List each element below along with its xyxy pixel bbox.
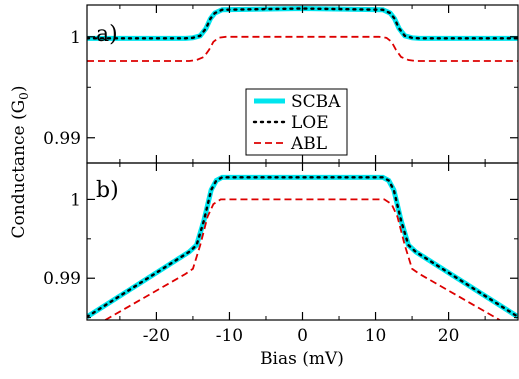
y-axis-label-main: Conductance (G	[9, 100, 29, 239]
panel-b-label: b)	[96, 178, 119, 203]
legend-label-scba: SCBA	[291, 92, 341, 112]
panel-a-series	[87, 6, 518, 62]
panel-a-label: a)	[96, 22, 118, 47]
legend-label-abl: ABL	[290, 134, 327, 154]
x-tick-label: 10	[365, 326, 387, 346]
panel-b-series	[87, 174, 518, 320]
y-tick-label-panel-b: 0.99	[43, 269, 81, 289]
series-loe-line-panel-b	[87, 176, 518, 319]
y-axis-label-sub: 0	[17, 92, 31, 100]
series-loe-line-panel-a	[87, 7, 518, 40]
x-axis-label: Bias (mV)	[260, 349, 344, 369]
panel-b-frame	[86, 162, 519, 321]
axis-ticks: 0.99 1 0.99 1 -20 -10 0 10 20	[43, 5, 518, 346]
y-tick-label-panel-a: 0.99	[43, 129, 81, 149]
x-tick-label: -20	[143, 326, 170, 346]
y-tick-label-panel-b: 1	[70, 190, 81, 210]
y-tick-label-panel-a: 1	[70, 28, 81, 48]
series-abl-line-panel-a	[87, 35, 518, 62]
series-scba-line-panel-b	[87, 174, 518, 319]
x-tick-label: 0	[297, 326, 308, 346]
y-axis-label-close: )	[9, 86, 29, 93]
legend-label-loe: LOE	[291, 113, 329, 133]
series-abl-line-panel-b	[104, 198, 501, 320]
y-axis-label: Conductance (G0)	[9, 86, 31, 239]
legend: SCBA LOE ABL	[245, 88, 348, 156]
x-tick-label: -10	[216, 326, 243, 346]
x-tick-label: 20	[438, 326, 460, 346]
